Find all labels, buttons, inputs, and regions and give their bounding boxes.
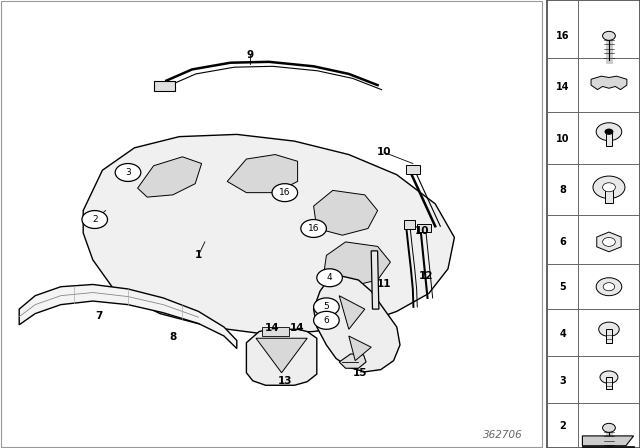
- FancyBboxPatch shape: [404, 220, 415, 229]
- Circle shape: [604, 283, 615, 291]
- Text: 10: 10: [377, 147, 391, 157]
- Bar: [607, 377, 612, 389]
- Bar: [606, 329, 612, 343]
- Circle shape: [317, 269, 342, 287]
- Polygon shape: [323, 242, 390, 287]
- Circle shape: [82, 211, 108, 228]
- Circle shape: [593, 176, 625, 198]
- Text: 16: 16: [308, 224, 319, 233]
- Polygon shape: [138, 157, 202, 197]
- FancyBboxPatch shape: [406, 165, 420, 174]
- Text: 6: 6: [324, 316, 329, 325]
- Circle shape: [301, 220, 326, 237]
- Text: 16: 16: [556, 31, 570, 41]
- Text: 2: 2: [559, 421, 566, 431]
- Text: 5: 5: [324, 302, 329, 311]
- Circle shape: [596, 123, 622, 141]
- Polygon shape: [596, 232, 621, 252]
- Text: 14: 14: [265, 323, 279, 333]
- Polygon shape: [591, 76, 627, 90]
- Text: 5: 5: [559, 282, 566, 292]
- Text: 16: 16: [279, 188, 291, 197]
- Text: 10: 10: [556, 134, 570, 144]
- Text: 14: 14: [291, 323, 305, 333]
- Polygon shape: [314, 190, 378, 235]
- Text: 3: 3: [559, 376, 566, 386]
- Polygon shape: [246, 329, 317, 385]
- FancyBboxPatch shape: [262, 327, 289, 336]
- Circle shape: [603, 423, 616, 432]
- Text: 8: 8: [559, 185, 566, 195]
- Text: 4: 4: [559, 329, 566, 339]
- Circle shape: [603, 31, 616, 40]
- Circle shape: [314, 311, 339, 329]
- Circle shape: [603, 237, 615, 246]
- Circle shape: [603, 183, 616, 192]
- Text: 2: 2: [92, 215, 97, 224]
- Text: 7: 7: [95, 311, 103, 321]
- Text: 10: 10: [415, 226, 429, 236]
- Text: 13: 13: [278, 376, 292, 386]
- FancyBboxPatch shape: [154, 81, 175, 91]
- Bar: [606, 132, 612, 146]
- Bar: [582, 446, 634, 448]
- Polygon shape: [582, 436, 634, 446]
- Circle shape: [605, 129, 614, 135]
- Text: 9: 9: [246, 50, 253, 60]
- Polygon shape: [371, 251, 379, 309]
- Circle shape: [314, 298, 339, 316]
- Circle shape: [272, 184, 298, 202]
- Polygon shape: [256, 338, 307, 373]
- Polygon shape: [314, 276, 400, 372]
- Text: 8: 8: [169, 332, 177, 342]
- Polygon shape: [19, 284, 237, 349]
- Text: 4: 4: [327, 273, 332, 282]
- Text: 11: 11: [377, 280, 391, 289]
- FancyBboxPatch shape: [417, 224, 431, 232]
- Text: 15: 15: [353, 368, 367, 378]
- Text: 1: 1: [195, 250, 202, 260]
- Polygon shape: [83, 134, 454, 334]
- Polygon shape: [339, 354, 366, 368]
- Text: 3: 3: [125, 168, 131, 177]
- Text: 6: 6: [559, 237, 566, 247]
- FancyBboxPatch shape: [547, 0, 640, 448]
- Polygon shape: [349, 336, 371, 361]
- Circle shape: [600, 371, 618, 383]
- Text: 14: 14: [556, 82, 570, 92]
- Text: 12: 12: [419, 271, 433, 280]
- Circle shape: [596, 278, 622, 296]
- Circle shape: [115, 164, 141, 181]
- Circle shape: [599, 322, 620, 336]
- Bar: [605, 186, 613, 203]
- Polygon shape: [227, 155, 298, 193]
- Text: 362706: 362706: [483, 431, 522, 440]
- Polygon shape: [339, 296, 365, 329]
